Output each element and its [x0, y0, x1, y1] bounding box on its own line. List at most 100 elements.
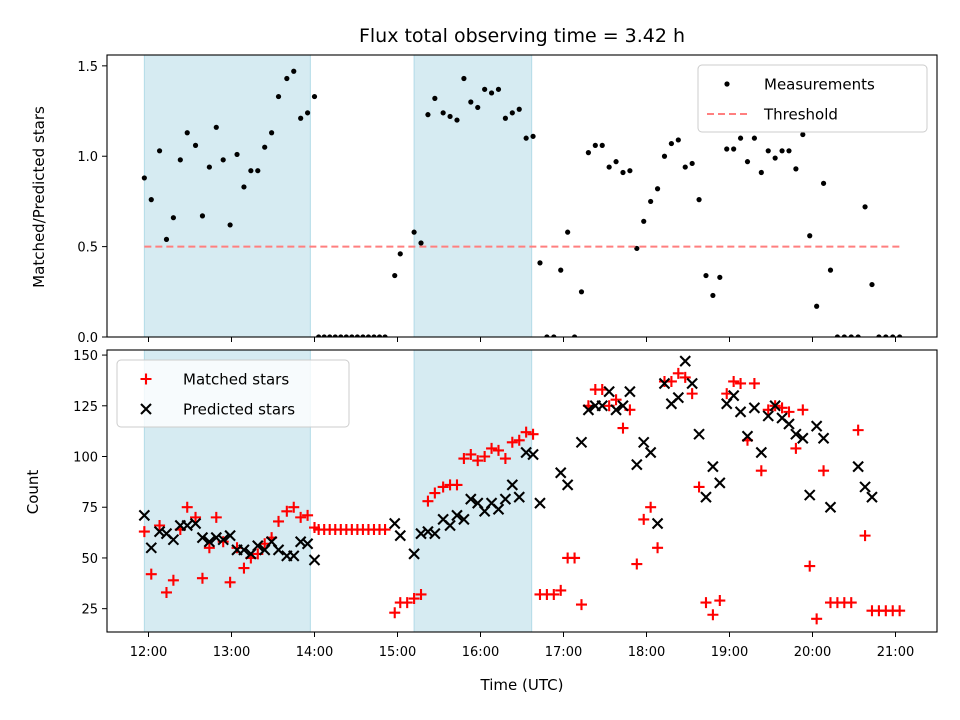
predicted-stars-marker [308, 554, 321, 566]
predicted-stars-marker [288, 550, 300, 562]
matched-stars-marker [735, 377, 747, 389]
measurements-point [585, 150, 592, 156]
predicted-stars-marker [238, 544, 250, 556]
measurements-point [751, 135, 758, 141]
measurements-point [565, 229, 571, 235]
predicted-stars-marker [534, 497, 546, 509]
matched-stars-marker [686, 388, 698, 400]
measurements-point [710, 292, 716, 299]
measurements-point [613, 159, 619, 165]
matched-stars-marker [852, 424, 864, 436]
matched-stars-marker [451, 479, 463, 491]
measurements-point [571, 334, 578, 337]
measurements-point [578, 289, 585, 295]
measurements-point [349, 334, 355, 337]
legend-matched-stars-marker [140, 373, 152, 385]
matched-stars-marker [138, 526, 150, 538]
measurements-point [675, 137, 681, 143]
legend-matched-stars-label: Matched stars [183, 371, 289, 389]
measurements-point [454, 117, 460, 123]
upper-plot-measurements: 0.0 0.5 1.0 1.5 Measurements Threshold [77, 54, 938, 346]
predicted-stars-marker [762, 410, 774, 422]
predicted-stars-marker [610, 404, 622, 416]
predicted-stars-marker [252, 540, 264, 552]
measurements-point [772, 155, 778, 161]
matched-stars-marker [645, 501, 657, 513]
matched-stars-marker [492, 444, 504, 456]
measurements-point [876, 334, 882, 337]
matched-stars-marker [486, 442, 498, 454]
matched-stars-marker [859, 530, 871, 542]
matched-stars-marker [379, 524, 391, 536]
x-tick-label: 20:00 [794, 645, 831, 660]
matched-stars-marker [415, 588, 427, 600]
matched-stars-marker [437, 481, 449, 493]
measurements-point [641, 218, 647, 224]
predicted-stars-marker [866, 491, 878, 503]
measurements-point [304, 110, 311, 116]
measurements-point [703, 272, 709, 279]
measurements-point [316, 334, 322, 337]
measurements-point [199, 213, 206, 219]
matched-stars-marker [167, 574, 179, 586]
plot-frame [106, 54, 938, 338]
measurements-point [488, 90, 495, 96]
shaded-interval-2 [413, 349, 533, 633]
upper-y-axis-label: Matched/Predicted stars [30, 106, 48, 288]
measurements-point [820, 180, 827, 186]
measurements-point [551, 334, 557, 337]
measurements-point [724, 146, 730, 152]
measurements-point [661, 153, 668, 159]
matched-stars-marker [145, 568, 157, 580]
measurements-point [509, 110, 515, 116]
x-tick-label: 19:00 [711, 645, 748, 660]
predicted-stars-marker [415, 527, 427, 540]
measurements-point [365, 334, 372, 337]
measurements-point [192, 142, 199, 148]
measurements-point [744, 159, 751, 165]
matched-stars-marker [672, 367, 684, 379]
predicted-stars-marker [714, 477, 726, 489]
matched-stars-marker [755, 465, 767, 477]
measurements-point [654, 186, 661, 192]
predicted-stars-marker [196, 531, 209, 544]
legend: Matched stars Predicted stars [116, 359, 350, 428]
matched-stars-marker [196, 572, 208, 584]
predicted-stars-marker [394, 529, 407, 542]
x-tick-label: 21:00 [877, 645, 914, 660]
measurements-point [731, 146, 737, 152]
matched-stars-marker [160, 586, 172, 598]
measurements-point [447, 113, 453, 120]
predicted-stars-marker [707, 460, 719, 473]
predicted-stars-marker [189, 517, 202, 530]
matched-stars-marker [408, 593, 420, 605]
matched-stars-marker [273, 515, 285, 527]
y-tick-label: 100 [73, 451, 98, 466]
y-tick-label: 75 [81, 501, 98, 516]
x-tick-label: 12:00 [130, 645, 167, 660]
predicted-stars-marker [217, 533, 229, 546]
predicted-stars-marker [755, 446, 768, 459]
matched-stars-marker [210, 511, 222, 523]
measurements-point [360, 334, 366, 337]
measurements-point [897, 334, 903, 337]
matched-stars-marker [555, 584, 567, 596]
matched-stars-marker [707, 609, 719, 621]
measurements-point [606, 164, 612, 170]
matched-stars-marker [429, 487, 441, 499]
predicted-stars-marker [852, 460, 864, 473]
measurements-point [883, 334, 889, 337]
predicted-stars-marker [727, 389, 740, 402]
legend-measurements-marker [724, 81, 730, 87]
predicted-stars-marker [741, 430, 754, 442]
plot-area [138, 355, 906, 625]
measurements-point [432, 95, 438, 101]
x-tick-label: 17:00 [545, 645, 582, 660]
y-tick-label: 1.5 [77, 60, 98, 75]
measurements-point [338, 334, 344, 337]
matched-stars-marker [181, 501, 193, 513]
predicted-stars-marker [651, 517, 664, 530]
measurements-point [262, 144, 268, 150]
matched-stars-marker [790, 442, 802, 454]
measurements-point [855, 334, 861, 337]
